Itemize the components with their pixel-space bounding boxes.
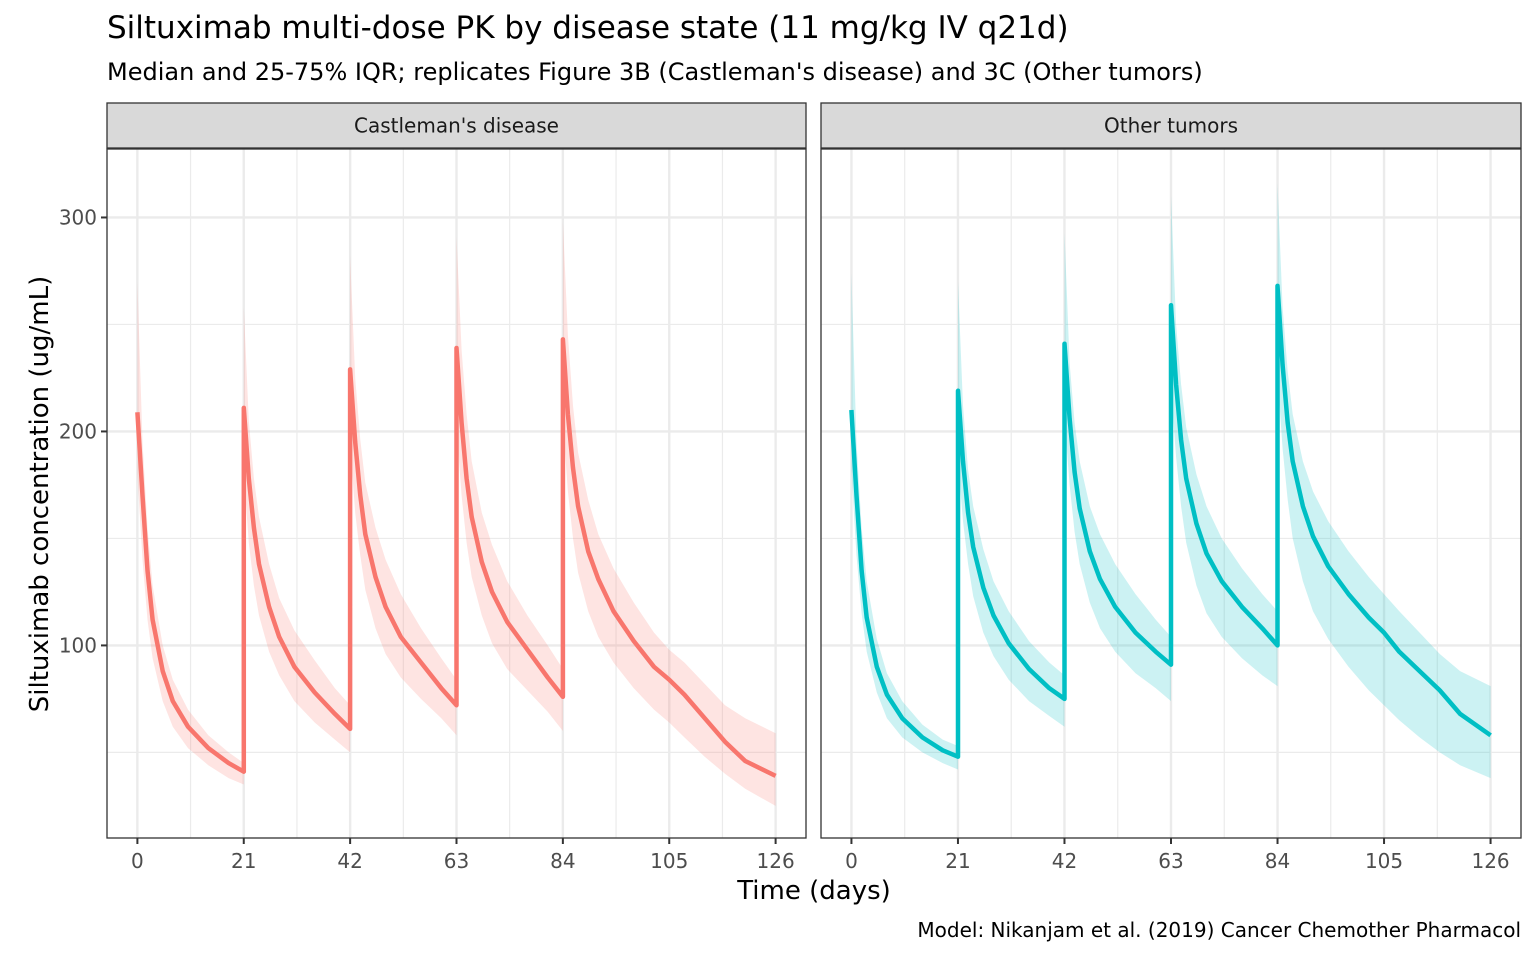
iqr-ribbon xyxy=(456,236,563,731)
y-tick-label: 100 xyxy=(59,633,97,657)
x-tick-label: 63 xyxy=(444,849,469,873)
x-tick-label: 84 xyxy=(550,849,575,873)
x-tick-label: 105 xyxy=(1365,849,1403,873)
facet-strip xyxy=(106,102,807,149)
x-tick-label: 126 xyxy=(757,849,795,873)
x-tick-label: 21 xyxy=(945,849,970,873)
iqr-ribbon xyxy=(350,256,457,736)
iqr-ribbon xyxy=(137,281,244,785)
iqr-ribbon xyxy=(1064,232,1171,702)
chart-title: Siltuximab multi-dose PK by disease stat… xyxy=(107,10,1069,46)
x-tick-label: 84 xyxy=(1265,849,1290,873)
iqr-ribbon xyxy=(851,273,958,770)
facet-strip-label: Other tumors xyxy=(1104,114,1238,138)
x-tick-label: 21 xyxy=(231,849,256,873)
chart-caption: Model: Nikanjam et al. (2019) Cancer Che… xyxy=(917,918,1521,942)
facet-strip xyxy=(820,102,1522,149)
x-tick-label: 42 xyxy=(1052,849,1077,873)
x-tick-label: 42 xyxy=(337,849,362,873)
facet-strip-label: Castleman's disease xyxy=(354,114,559,138)
iqr-ribbon xyxy=(1277,183,1491,779)
facet-panel-1: Other tumors 0 21 42 63 84 105 126 xyxy=(820,102,1522,873)
x-tick-label: 126 xyxy=(1471,849,1509,873)
iqr-ribbon xyxy=(958,281,1065,727)
iqr-ribbon xyxy=(1171,196,1278,687)
chart-subtitle: Median and 25-75% IQR; replicates Figure… xyxy=(107,58,1203,86)
median-line xyxy=(135,337,777,778)
median-line xyxy=(849,283,1492,759)
x-axis-label: Time (days) xyxy=(737,876,891,906)
x-tick-label: 105 xyxy=(650,849,688,873)
x-tick-label: 0 xyxy=(131,849,144,873)
y-tick-label: 300 xyxy=(59,205,97,229)
y-axis-label: Siltuximab concentration (ug/mL) xyxy=(25,275,55,713)
facet-panel-0: Castleman's disease 0 21 42 63 84 105 126 100 200… xyxy=(59,102,807,873)
y-tick-label: 200 xyxy=(59,419,97,443)
x-tick-label: 63 xyxy=(1158,849,1183,873)
x-tick-label: 0 xyxy=(845,849,858,873)
iqr-ribbon xyxy=(562,221,776,806)
iqr-ribbon xyxy=(243,307,351,753)
